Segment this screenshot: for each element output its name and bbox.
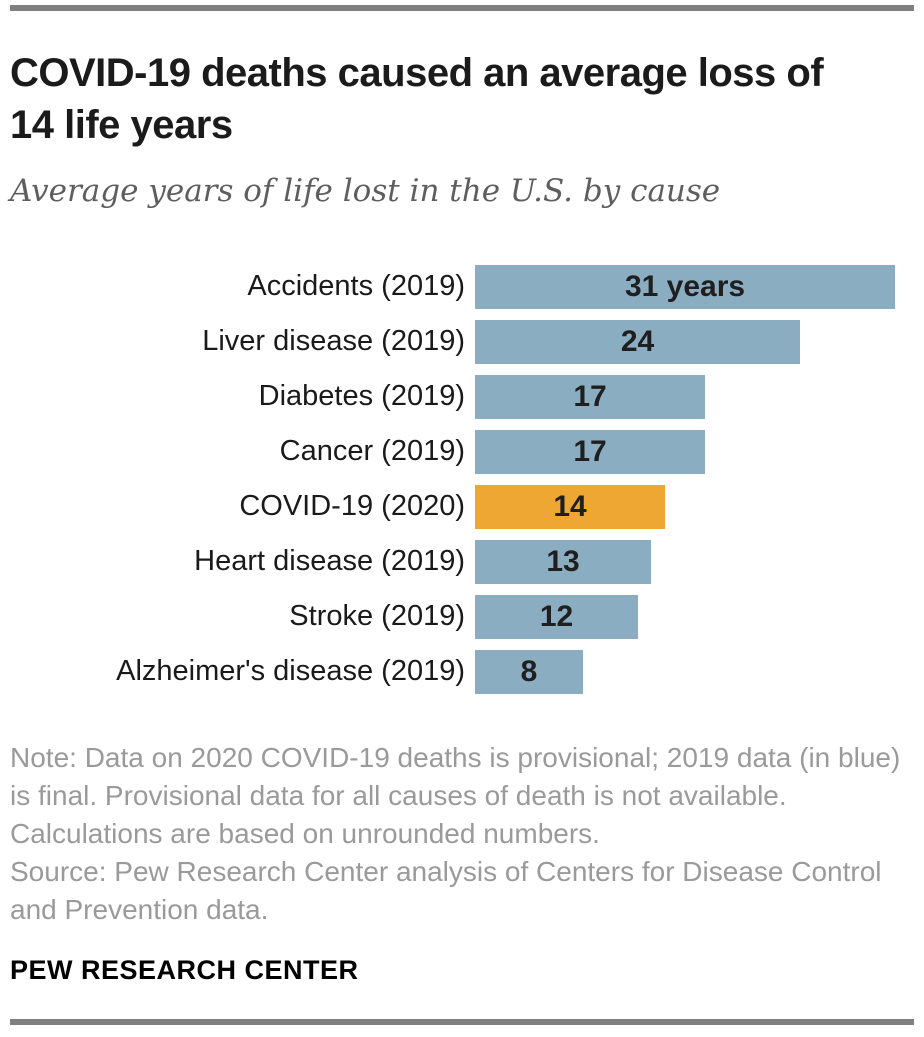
top-divider [10, 5, 914, 11]
bar-track: 8 [465, 649, 914, 694]
bar-row: Alzheimer's disease (2019) 8 [10, 644, 914, 699]
bottom-divider [10, 1019, 914, 1025]
bar-track: 14 [465, 484, 914, 529]
bar-row: Heart disease (2019) 13 [10, 534, 914, 589]
bar-chart: Accidents (2019) 31 years Liver disease (2… [10, 259, 914, 699]
bar-track: 17 [465, 429, 914, 474]
category-label: Alzheimer's disease (2019) [116, 655, 465, 687]
category-label: Cancer (2019) [279, 435, 465, 467]
chart-subtitle: Average years of life lost in the U.S. b… [10, 173, 721, 209]
brand-footer: PEW RESEARCH CENTER [10, 955, 359, 985]
bar-row: COVID-19 (2020) 14 [10, 479, 914, 534]
category-label: COVID-19 (2020) [239, 490, 465, 522]
bar: 12 [475, 594, 638, 639]
value-label: 12 [539, 599, 574, 633]
bar-row: Cancer (2019) 17 [10, 424, 914, 479]
bar: 17 [475, 374, 705, 419]
value-label: 24 [620, 324, 655, 358]
bar: 31 years [475, 264, 895, 309]
bar-row: Stroke (2019) 12 [10, 589, 914, 644]
bar-row: Diabetes (2019) 17 [10, 369, 914, 424]
bar: 17 [475, 429, 705, 474]
value-label: 31 years [624, 269, 746, 303]
value-label: 14 [553, 489, 587, 523]
category-label: Accidents (2019) [247, 270, 465, 302]
bar-track: 13 [465, 539, 914, 584]
value-label: 8 [520, 654, 538, 688]
bar-highlight: 14 [475, 484, 665, 529]
bar-track: 24 [465, 319, 914, 364]
chart-title: COVID-19 deaths caused an average loss o… [10, 51, 824, 147]
bar: 8 [475, 649, 583, 694]
source-text: Source: Pew Research Center analysis of … [10, 856, 882, 925]
category-label: Heart disease (2019) [194, 545, 465, 577]
category-label: Diabetes (2019) [258, 380, 465, 412]
bar-row: Liver disease (2019) 24 [10, 314, 914, 369]
bar: 24 [475, 319, 800, 364]
value-label: 17 [573, 434, 607, 468]
bar: 13 [475, 539, 651, 584]
category-label: Stroke (2019) [289, 600, 465, 632]
bar-track: 31 years [465, 264, 914, 309]
value-label: 13 [546, 544, 580, 578]
category-label: Liver disease (2019) [202, 325, 465, 357]
bar-row: Accidents (2019) 31 years [10, 259, 914, 314]
note-text: Note: Data on 2020 COVID-19 deaths is pr… [10, 742, 901, 849]
value-label: 17 [573, 379, 607, 413]
bar-track: 17 [465, 374, 914, 419]
bar-track: 12 [465, 594, 914, 639]
